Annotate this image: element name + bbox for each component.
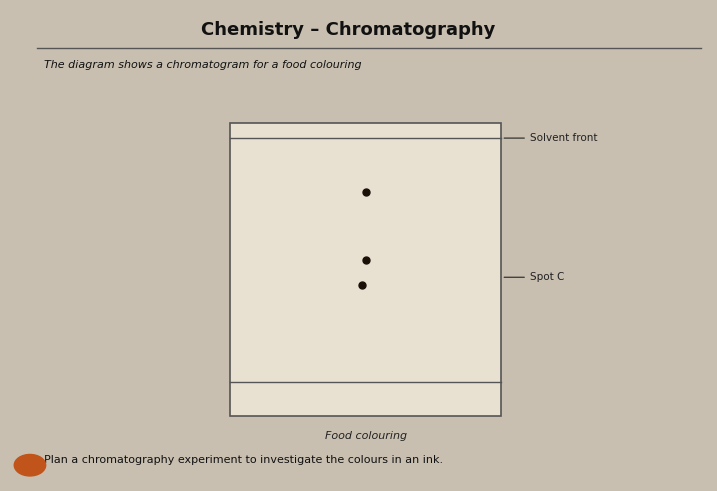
Text: Food colouring: Food colouring	[325, 431, 407, 441]
Text: Solvent front: Solvent front	[504, 133, 597, 143]
Text: Chemistry – Chromatography: Chemistry – Chromatography	[201, 21, 495, 39]
Circle shape	[14, 455, 46, 476]
Text: Plan a chromatography experiment to investigate the colours in an ink.: Plan a chromatography experiment to inve…	[44, 456, 443, 465]
Text: Spot C: Spot C	[504, 272, 564, 282]
Bar	[230, 123, 501, 416]
Text: The diagram shows a chromatogram for a food colouring: The diagram shows a chromatogram for a f…	[44, 60, 362, 70]
